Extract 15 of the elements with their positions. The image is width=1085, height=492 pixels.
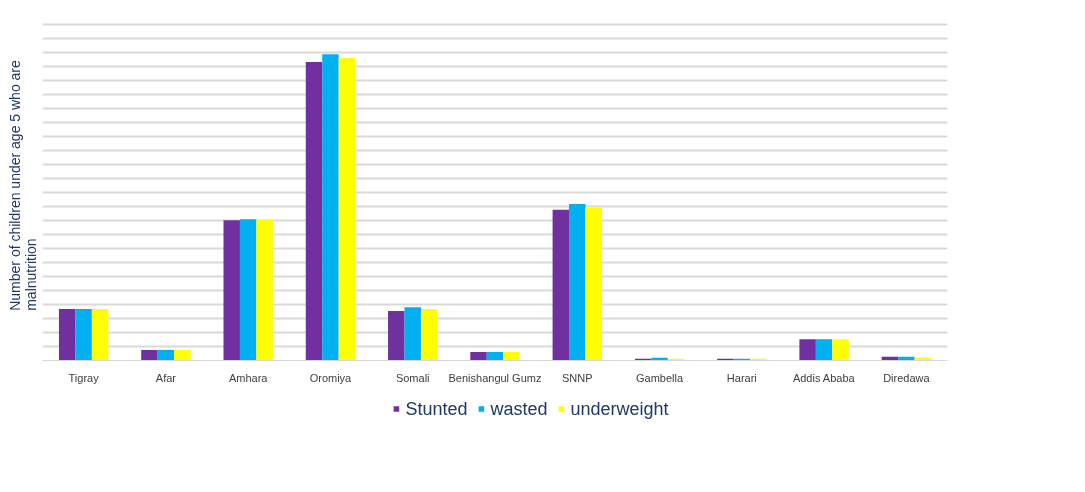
legend-label: Stunted xyxy=(405,398,468,419)
x-tick-label: Diredawa xyxy=(883,371,931,384)
x-tick-label: Gambella xyxy=(636,371,684,384)
x-tick-label: Benishangul Gumz xyxy=(448,371,542,384)
x-tick-label: Oromiya xyxy=(309,371,353,384)
legend-label: underweight xyxy=(570,398,669,419)
x-tick-label: SNNP xyxy=(561,371,593,384)
legend-label: wasted xyxy=(490,398,548,419)
y-axis-title: Number of children under age 5 who are malnutrition xyxy=(6,59,39,311)
x-tick-label: Amhara xyxy=(228,371,269,384)
x-tick-label: Harari xyxy=(726,371,757,384)
x-tick-label: Somali xyxy=(395,371,430,384)
x-tick-label: Afar xyxy=(155,371,177,384)
x-tick-label: Addis Ababa xyxy=(792,371,856,384)
x-tick-label: Tigray xyxy=(68,371,100,384)
